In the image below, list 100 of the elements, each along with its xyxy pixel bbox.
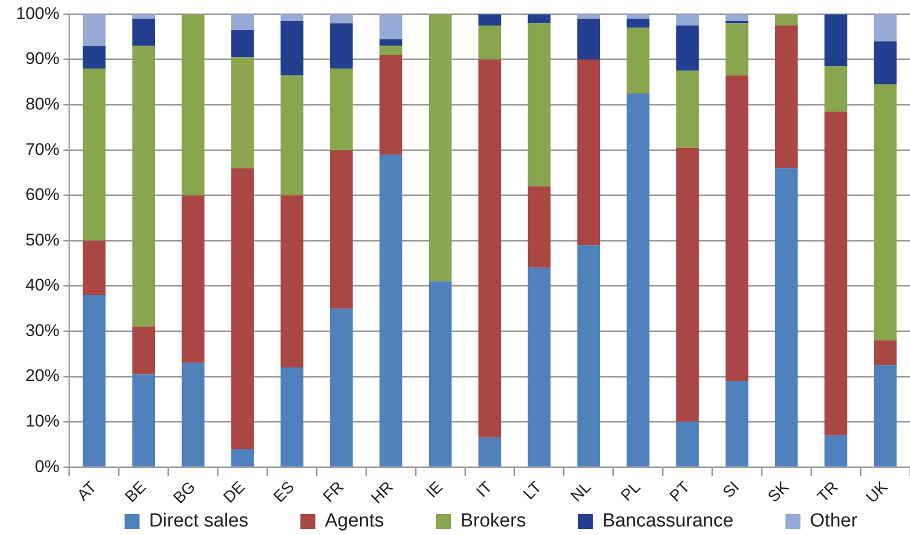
bar <box>676 422 699 466</box>
bar <box>132 326 156 374</box>
y-tick-label: 0% <box>34 456 60 476</box>
bar <box>428 14 452 282</box>
legend-label: Direct sales <box>149 510 248 532</box>
y-tick-label: 60% <box>25 185 60 204</box>
bar <box>379 39 402 46</box>
x-tick-label: HR <box>368 478 397 508</box>
y-tick-label: 30% <box>25 320 60 340</box>
y-tick-label: 100% <box>16 4 60 23</box>
bar <box>824 66 848 112</box>
bar <box>775 168 798 466</box>
bar <box>824 435 848 466</box>
bar <box>626 93 650 466</box>
bar <box>379 14 402 40</box>
bar <box>874 365 897 466</box>
x-tick-label: LT <box>520 478 546 504</box>
x-tick-label: NL <box>568 478 595 506</box>
x-tick-label: UK <box>863 478 892 507</box>
x-tick-label: IT <box>474 478 496 501</box>
bar <box>874 14 897 42</box>
bar <box>379 46 402 55</box>
x-tick-label: SI <box>720 478 743 502</box>
bar <box>528 268 551 466</box>
y-tick-label: 40% <box>25 276 60 295</box>
bar <box>676 70 699 148</box>
x-tick-label: SK <box>765 478 793 506</box>
x-tick-label: TR <box>814 478 842 506</box>
x-tick-label: PL <box>618 478 644 505</box>
bar <box>330 23 353 69</box>
bar <box>874 84 897 340</box>
bar <box>231 168 254 449</box>
bar <box>824 14 848 66</box>
y-tick-label: 10% <box>25 411 60 430</box>
x-tick-label: BE <box>122 478 150 506</box>
bar <box>726 14 748 21</box>
bar <box>132 374 156 466</box>
bar <box>231 14 254 30</box>
bar <box>82 68 106 241</box>
bar <box>626 28 650 94</box>
bar <box>231 30 254 58</box>
bar <box>478 14 502 26</box>
x-tick-label: BG <box>170 478 200 508</box>
y-tick-label: 20% <box>25 366 60 386</box>
bar <box>132 46 156 327</box>
bar <box>775 26 798 168</box>
bar <box>676 14 699 26</box>
bar <box>182 14 204 196</box>
bar <box>280 195 304 368</box>
bar <box>280 14 304 21</box>
y-tick-label: 70% <box>25 140 60 159</box>
bar <box>280 367 304 466</box>
bar <box>379 154 402 466</box>
x-tick-label: IE <box>424 478 446 502</box>
bar <box>874 340 897 366</box>
legend-label: Bancassurance <box>602 510 734 532</box>
legend-label: Other <box>810 510 858 532</box>
bar <box>428 281 452 466</box>
bar <box>626 18 650 28</box>
bar <box>528 23 551 186</box>
bar <box>726 75 748 382</box>
bar <box>82 294 106 466</box>
bar <box>82 240 106 295</box>
x-tick-label: AT <box>74 478 100 504</box>
y-tick-label: 90% <box>25 49 60 68</box>
bar <box>824 112 848 436</box>
bar <box>577 245 600 466</box>
x-tick-label: FR <box>320 478 348 506</box>
bar <box>726 381 748 466</box>
bar <box>874 41 897 84</box>
bar <box>82 14 106 46</box>
bar <box>726 20 748 24</box>
bar <box>577 18 600 60</box>
x-tick-label: DE <box>220 478 248 507</box>
bar <box>182 362 204 466</box>
bar <box>528 14 551 24</box>
bar <box>676 26 699 71</box>
bar <box>726 23 748 76</box>
bar <box>330 308 353 466</box>
x-tick-label: ES <box>270 478 298 506</box>
bar <box>478 26 502 60</box>
legend-label: Brokers <box>460 510 526 532</box>
bar <box>82 46 106 69</box>
bar <box>478 438 502 466</box>
bar <box>528 186 551 268</box>
y-tick-label: 80% <box>25 94 60 114</box>
bar <box>280 75 304 196</box>
x-tick-label: PT <box>666 478 694 506</box>
bar <box>330 68 353 150</box>
bar <box>379 54 402 155</box>
bar <box>280 20 304 76</box>
bar <box>478 59 502 438</box>
bar <box>676 148 699 422</box>
y-tick-label: 50% <box>25 230 60 250</box>
bar <box>231 448 254 466</box>
bar <box>132 18 156 46</box>
bar <box>330 150 353 309</box>
bar <box>330 14 353 24</box>
bar <box>775 14 798 26</box>
legend-label: Agents <box>324 510 384 532</box>
